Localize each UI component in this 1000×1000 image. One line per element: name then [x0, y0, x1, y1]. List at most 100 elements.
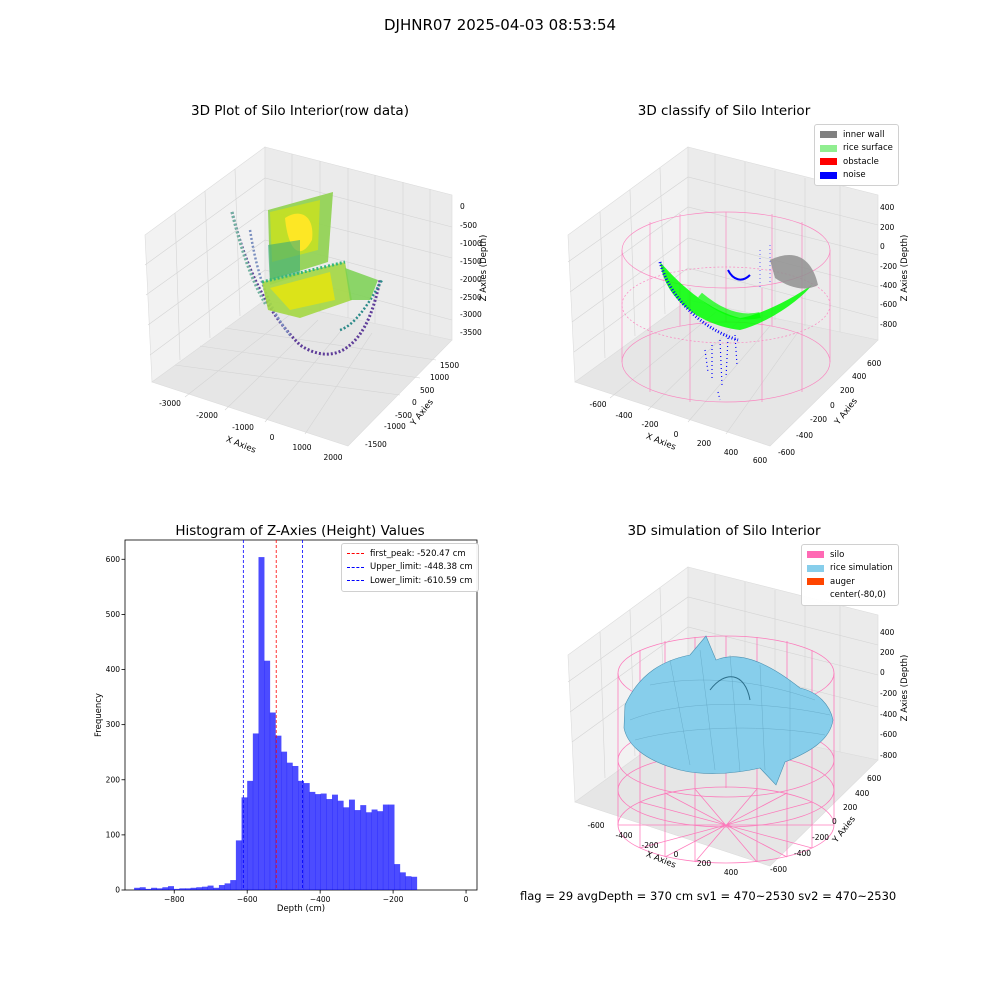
- z-tick: 0: [880, 242, 885, 251]
- figure-title: DJHNR07 2025-04-03 08:53:54: [383, 16, 617, 34]
- x-tick: -400: [615, 411, 632, 420]
- x-tick: 200: [697, 859, 712, 868]
- z-tick-labels: 400 200 0 -200 -400 -600 -800: [880, 628, 897, 760]
- histogram-bar: [343, 807, 350, 890]
- y-tick: 0: [412, 398, 417, 407]
- status-footer: flag = 29 avgDepth = 370 cm sv1 = 470~25…: [520, 889, 897, 903]
- histogram-bar: [247, 780, 254, 890]
- x-tick-label: −800: [164, 895, 185, 904]
- y-tick: 1500: [440, 361, 459, 370]
- legend-item-upper-limit: Upper_limit: -448.38 cm: [347, 561, 473, 575]
- x-tick: 400: [724, 868, 739, 875]
- x-tick: 200: [697, 439, 712, 448]
- histogram-bar: [275, 735, 282, 890]
- histogram-bar: [134, 887, 141, 890]
- y-tick-label: 100: [106, 830, 121, 839]
- histogram-bars: [134, 557, 418, 890]
- z-tick: -200: [880, 262, 897, 271]
- panel4-3d-plot: -600 -400 -200 0 200 400 X Axies -600 -4…: [567, 566, 910, 875]
- z-tick: -3500: [460, 328, 482, 337]
- noise-points: [727, 269, 751, 281]
- x-tick-labels: -600 -400 -200 0 200 400 600: [589, 400, 767, 465]
- histogram-bar: [315, 794, 321, 890]
- histogram-bar: [382, 804, 389, 890]
- legend-item-rice-simulation: rice simulation: [807, 562, 893, 576]
- histogram-bar: [286, 762, 293, 890]
- legend-line: [347, 566, 364, 568]
- histogram-bar: [326, 799, 333, 890]
- y-tick-label: 400: [106, 665, 121, 674]
- histogram-bar: [405, 876, 412, 890]
- panel2-3d-plot: -600 -400 -200 0 200 400 600 X Axies -60…: [567, 146, 910, 465]
- x-tick: -600: [587, 821, 604, 830]
- histogram-bar: [320, 793, 327, 890]
- panel1-title: 3D Plot of Silo Interior(row data): [191, 103, 409, 119]
- z-tick: -200: [880, 689, 897, 698]
- z-tick: -600: [880, 300, 897, 309]
- x-tick: -2000: [196, 411, 218, 420]
- z-axis-label: Z Axies (Depth): [479, 235, 489, 302]
- legend-item-auger: auger: [807, 575, 893, 589]
- y-tick: 500: [420, 386, 435, 395]
- histogram-bar: [394, 864, 401, 890]
- y-tick-labels: -600 -400 -200 0 200 400 600: [770, 774, 882, 874]
- legend-swatch: [807, 592, 824, 599]
- legend-item-lower-limit: Lower_limit: -610.59 cm: [347, 574, 473, 588]
- histogram-bar: [162, 887, 169, 890]
- z-axis-label: Z Axies (Depth): [900, 235, 910, 302]
- y-tick: 0: [830, 401, 835, 410]
- histogram-bar: [213, 887, 220, 890]
- z-tick-labels: 400 200 0 -200 -400 -600 -800: [880, 203, 897, 329]
- x-tick-label: −400: [310, 895, 331, 904]
- histogram-bar: [224, 883, 231, 890]
- histogram-bar: [218, 885, 225, 890]
- rice-simulation-surface: [623, 635, 834, 786]
- x-tick: 0: [674, 850, 679, 859]
- x-tick: -200: [641, 420, 658, 429]
- panel3-title: Histogram of Z-Axies (Height) Values: [175, 523, 425, 539]
- rice-surface-points: [660, 262, 812, 330]
- x-tick: -3000: [159, 399, 181, 408]
- y-tick: -1000: [384, 422, 406, 431]
- legend-line: [347, 580, 364, 582]
- y-tick: 400: [855, 789, 870, 798]
- legend-swatch: [807, 551, 824, 559]
- histogram-bar: [365, 812, 372, 890]
- histogram-bar: [309, 791, 316, 890]
- legend-line: [347, 553, 364, 555]
- z-tick: 200: [880, 648, 895, 657]
- y-tick-label: 0: [115, 886, 120, 895]
- x-tick: 0: [674, 430, 679, 439]
- histogram-bar: [411, 876, 418, 890]
- histogram-bar: [399, 872, 406, 890]
- inner-wall-points: [770, 254, 818, 289]
- legend-swatch: [820, 171, 837, 179]
- panel2-legend: inner wall rice surface obstacle noise: [814, 124, 899, 186]
- x-tick: -600: [589, 400, 606, 409]
- histogram-bar: [145, 888, 152, 890]
- z-tick: 400: [880, 628, 895, 637]
- y-tick: -500: [395, 411, 412, 420]
- z-tick: -1000: [460, 239, 482, 248]
- legend-swatch: [807, 578, 824, 586]
- histogram-bar: [168, 886, 174, 890]
- histogram-bar: [371, 809, 378, 890]
- legend-item-obstacle: obstacle: [820, 155, 893, 169]
- y-tick: -400: [796, 431, 813, 440]
- y-tick: 600: [867, 774, 882, 783]
- histogram-bar: [185, 888, 191, 890]
- histogram-bar: [269, 712, 276, 890]
- z-tick: -800: [880, 751, 897, 760]
- panel2-title: 3D classify of Silo Interior: [637, 103, 811, 119]
- histogram-bar: [196, 887, 203, 890]
- histogram-bar: [281, 751, 288, 890]
- histogram-bar: [179, 888, 186, 890]
- y-tick: -400: [794, 849, 811, 858]
- histogram-bar: [332, 794, 338, 890]
- histogram-bar: [258, 557, 265, 890]
- y-tick: -200: [812, 833, 829, 842]
- legend-item-center: center(-80,0): [807, 589, 893, 603]
- histogram-bar: [207, 885, 214, 890]
- y-tick: 600: [867, 359, 882, 368]
- silo-floor-scatter: [230, 211, 382, 356]
